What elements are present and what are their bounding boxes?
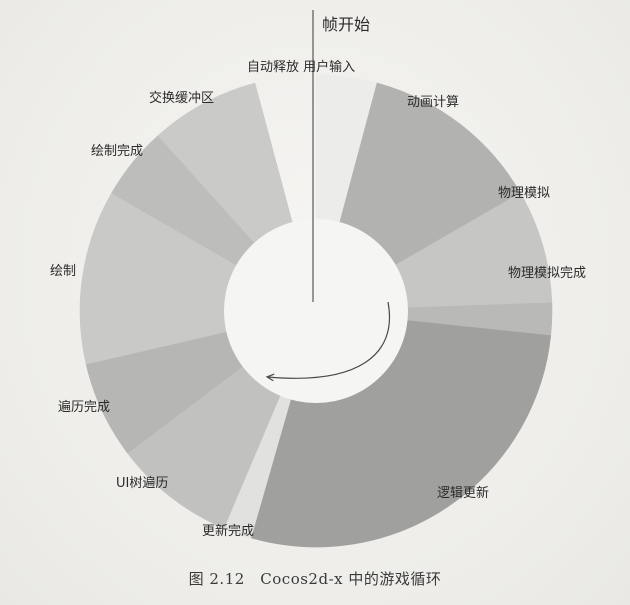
segment-label-ui-traverse: UI树遍历: [116, 475, 168, 491]
center-hole: [224, 219, 408, 403]
segment-logic: [250, 320, 552, 548]
cycle-arrow: [268, 301, 390, 378]
segment-label-physics: 物理模拟: [498, 186, 550, 201]
segment-label-traverse-done: 遍历完成: [58, 399, 110, 415]
segment-label-draw-done: 绘制完成: [91, 144, 143, 159]
segment-label-update-done: 更新完成: [202, 523, 254, 539]
segment-label-input: 自动释放 用户输入: [247, 59, 355, 75]
segment-label-physics-done: 物理模拟完成: [508, 266, 586, 281]
frame-start-label: 帧开始: [322, 15, 370, 34]
ring-segments: [79, 74, 553, 548]
figure-caption: 图 2.12 Cocos2d-x 中的游戏循环: [188, 570, 442, 588]
segment-label-draw: 绘制: [50, 264, 76, 279]
segment-label-swap-buffer: 交换缓冲区: [149, 90, 214, 106]
segment-label-animation: 动画计算: [407, 95, 459, 110]
segment-label-logic: 逻辑更新: [437, 485, 489, 501]
